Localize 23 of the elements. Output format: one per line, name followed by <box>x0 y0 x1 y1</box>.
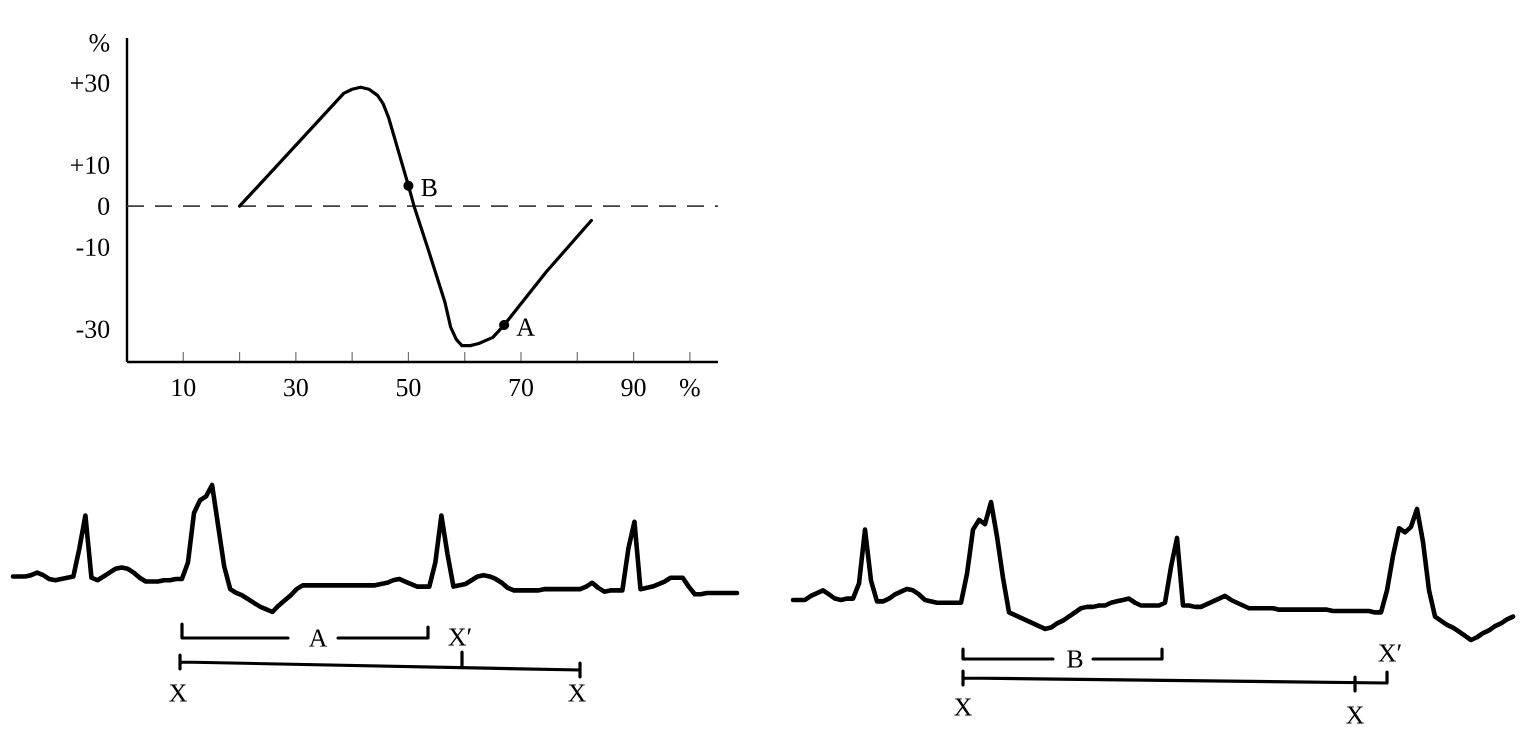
text: X <box>1346 706 1364 724</box>
text: X′ <box>1378 644 1401 662</box>
text: X′ <box>448 628 471 646</box>
text: X <box>568 684 586 702</box>
y-tick-label: -30 <box>76 320 110 338</box>
text: B <box>1067 650 1083 668</box>
y-tick-label: 0 <box>98 197 110 215</box>
y-axis-title: % <box>89 34 110 52</box>
x-tick-label: 90 <box>621 378 646 397</box>
x-axis-title: % <box>679 378 700 397</box>
y-tick-label: +30 <box>70 74 110 92</box>
y-tick-label: +10 <box>70 156 110 174</box>
x-tick-label: 50 <box>396 378 421 397</box>
x-tick-label: 70 <box>509 378 533 397</box>
line-series <box>237 85 593 348</box>
x-tick-label: 30 <box>284 378 308 397</box>
text: X <box>954 698 972 716</box>
text: A <box>308 629 328 647</box>
x-tick-label: 10 <box>172 378 196 397</box>
annotation: B <box>421 179 437 197</box>
annotation: A <box>516 318 535 336</box>
text: X <box>169 684 187 702</box>
y-tick-label: -10 <box>76 238 110 256</box>
